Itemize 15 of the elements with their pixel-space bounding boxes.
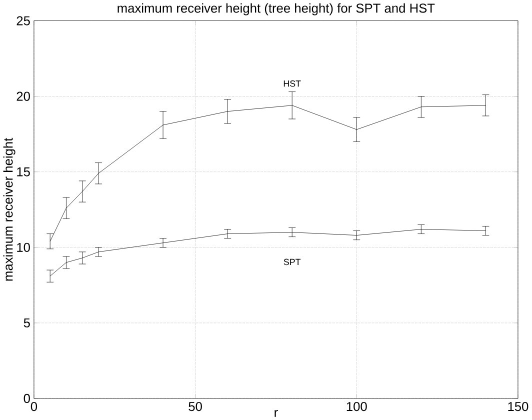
text: SPT — [284, 258, 301, 266]
x-tick-label: 100 — [346, 402, 367, 411]
y-tick-label: 25 — [16, 16, 30, 26]
y-tick-label: 15 — [17, 167, 30, 176]
x-tick-label: 0 — [30, 402, 38, 411]
x-tick-label: 150 — [508, 402, 528, 411]
y-tick-label: 0 — [24, 394, 30, 403]
x-axis-title: r — [274, 410, 278, 417]
y-axis-title: maximum receiver height — [3, 138, 16, 281]
text: HST — [284, 80, 301, 87]
chart-title: maximum receiver height (tree height) for SPT and HST — [118, 3, 435, 16]
y-tick-label: 20 — [16, 92, 30, 101]
y-tick-label: 10 — [17, 242, 30, 252]
y-tick-label: 5 — [24, 318, 30, 328]
x-tick-label: 50 — [188, 402, 202, 411]
